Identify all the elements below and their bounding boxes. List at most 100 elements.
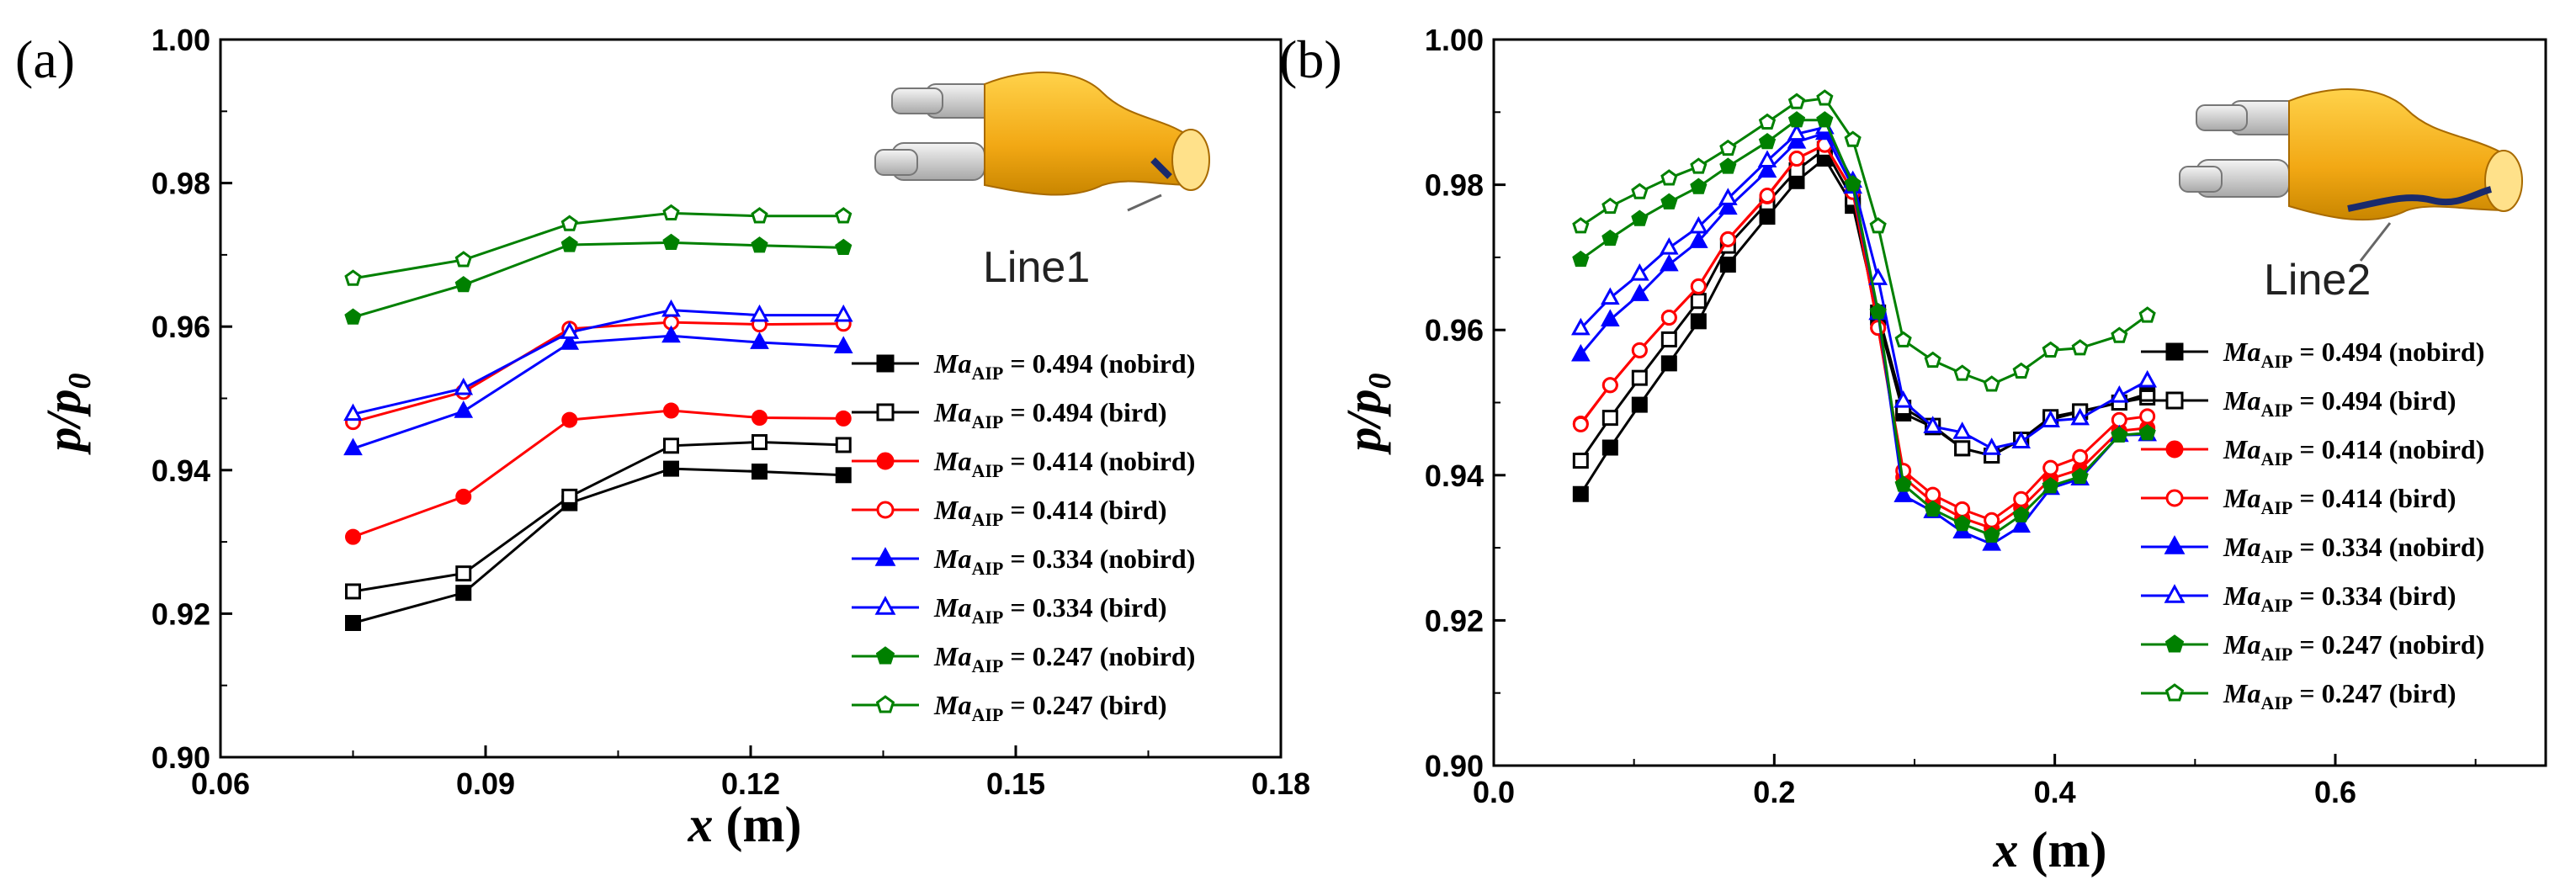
panel-a-legend-label: MaAIP = 0.247 (nobird) [933,641,1195,676]
panel-b-xtick-label: 0.4 [2034,775,2076,809]
panel-b-data-point [1983,526,2000,543]
panel-a-data-point [661,325,681,343]
panel-b-legend-sub: AIP [2260,400,2292,421]
panel-a-legend-label: MaAIP = 0.414 (bird) [933,495,1167,530]
panel-b-data-point [1844,130,1862,147]
panel-a-legend-label: MaAIP = 0.247 (bird) [933,690,1167,725]
panel-a-data-point [561,411,578,428]
panel-b-data-point [2109,385,2129,403]
panel-b-legend-rest: = 0.334 (nobird) [2292,532,2484,562]
panel-a-ytick-label: 0.98 [151,167,210,201]
panel-b-data-point [1690,178,1708,194]
panel-b-data-point [1870,320,1887,337]
panel-a-x-label: x (m) [688,797,802,852]
panel-b-data-point [1572,416,1589,432]
panel-a-data-point [751,207,768,224]
panel-b-y-label-sub: 0 [1362,373,1398,389]
panel-b-data-point [1719,157,1737,174]
panel-b-legend-sub: AIP [2260,448,2292,469]
panel-b-data-point [1659,253,1679,272]
panel-a-data-point [833,336,853,353]
panel-a-series-line [353,334,844,450]
panel-b-data-point [2139,408,2156,425]
panel-a-data-point [560,236,578,252]
panel-b-data-point [1659,236,1679,255]
panel-a-series-line [353,440,844,593]
panel-a-data-point [662,204,680,220]
panel-a-ytick-label: 0.90 [151,740,210,775]
panel-b-data-point [1923,416,1943,433]
panel-b-legend-rest: = 0.494 (nobird) [2292,337,2484,367]
panel-b-data-point [1570,343,1591,362]
panel-b-legend-sub: AIP [2260,644,2292,665]
panel-a-legend-sub: AIP [971,460,1003,481]
panel-a-legend-marker [875,695,895,713]
panel-a-legend-item: MaAIP = 0.334 (bird) [852,592,1167,628]
panel-b-data-point [1953,514,1971,532]
panel-a-legend: MaAIP = 0.494 (nobird)MaAIP = 0.494 (bir… [852,348,1195,725]
panel-b-data-point [1954,501,1971,517]
panel-b-data-point [2012,506,2030,522]
panel-b-data-point [2042,459,2059,476]
panel-b-data-point [1868,268,1888,285]
panel-b-data-point [1787,111,1806,128]
panel-b-data-point [1690,157,1708,174]
panel-b-data-point [1600,309,1620,327]
panel-a-data-point [662,233,680,250]
panel-b-ytick-label: 1.00 [1425,23,1484,57]
panel-b-legend-label: MaAIP = 0.247 (bird) [2223,678,2456,713]
panel-a-legend-ma: Ma [933,397,971,427]
panel-b-data-point [1629,263,1649,281]
panel-a-data-point [661,299,681,317]
panel-a-legend-rest: = 0.414 (nobird) [1003,446,1195,476]
panel-a-label: (a) [15,29,75,89]
panel-a-legend-item: MaAIP = 0.414 (bird) [852,495,1167,530]
panel-a-inset-image [874,72,1210,212]
panel-a-data-point [344,308,362,325]
panel-a-data-point [455,488,472,505]
panel-a-legend-sub: AIP [971,655,1003,676]
panel-b-data-point [2013,490,2030,507]
panel-b-legend-rest: = 0.414 (bird) [2292,483,2456,513]
panel-b-data-point [1719,139,1737,156]
panel-a-inset-label: Line1 [983,243,1090,292]
panel-a-legend-label: MaAIP = 0.334 (nobird) [933,543,1195,579]
panel-b-data-point [1600,287,1620,305]
panel-b-data-point [1601,229,1619,247]
panel-b-data-point [2138,369,2158,388]
panel-b-data-point [2042,477,2059,494]
panel-b-data-point [1688,215,1708,234]
panel-b-legend-label: MaAIP = 0.414 (bird) [2223,483,2456,518]
panel-b-y-label: p/p0 [1336,373,1398,455]
panel-b-legend-sub: AIP [2260,595,2292,616]
panel-a-legend-item: MaAIP = 0.414 (nobird) [852,446,1195,481]
panel-a-legend-sub: AIP [971,704,1003,725]
panel-b-data-point [1787,123,1807,141]
panel-b-legend-item: MaAIP = 0.414 (bird) [2141,483,2456,518]
panel-b-data-point [1816,89,1834,106]
panel-b-series-2 [1572,136,2156,537]
panel-a-legend-rest: = 0.414 (bird) [1003,495,1166,525]
panel-b-data-point [1788,151,1805,167]
panel-a-data-point [560,321,580,339]
panel-a-data-point [454,400,474,418]
panel-b-data-point [2138,306,2156,323]
panel-b-legend-ma: Ma [2223,532,2260,562]
panel-b-data-point [2042,341,2059,358]
panel-a-series-line [352,409,844,538]
panel-a-series-0 [345,460,852,631]
panel-b-data-point [1631,396,1648,413]
panel-a-data-point [752,464,767,480]
panel-b-ytick-label: 0.98 [1425,168,1484,203]
panel-b-x-label-var: x [1993,822,2019,877]
panel-a-legend-rest: = 0.334 (nobird) [1003,543,1195,574]
panel-b-data-point [1572,217,1590,234]
panel-a-data-point [663,460,679,477]
panel-a-legend-marker [876,403,895,421]
panel-b-data-point [1787,93,1806,109]
panel-b-data-point [1660,169,1678,186]
panel-a-ytick-label: 1.00 [151,23,210,57]
panel-a-legend-sub: AIP [971,558,1003,579]
panel-b-data-point [1572,250,1590,268]
panel-a-legend-ma: Ma [933,495,971,525]
